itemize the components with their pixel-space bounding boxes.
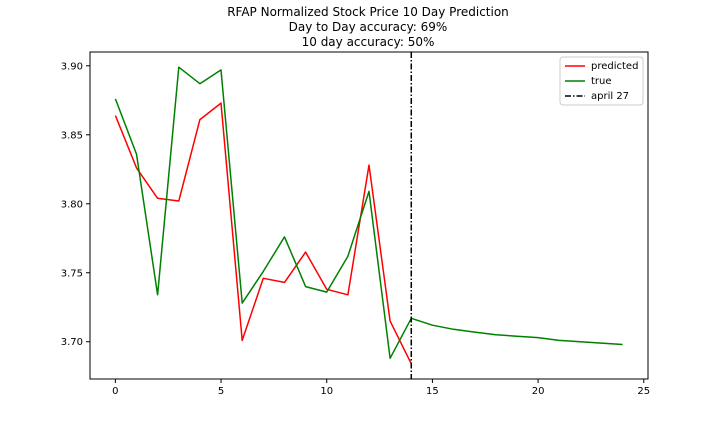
legend-label-true: true [591,76,612,87]
axes: 0 5 10 15 20 25 3.70 3.75 3.80 3.85 3.90 [61,51,650,397]
x-tick-label: 20 [532,386,545,397]
chart-title-line-1: RFAP Normalized Stock Price 10 Day Predi… [227,5,509,19]
legend-label-april-27: april 27 [591,91,629,102]
x-tick-label: 0 [112,386,118,397]
y-tick-label: 3.85 [61,130,83,141]
y-tick-label: 3.90 [61,61,83,72]
y-tick-label: 3.70 [61,337,83,348]
x-tick-label: 25 [637,386,650,397]
x-tick-label: 5 [218,386,224,397]
plot-background [90,52,648,379]
legend: predicted true april 27 [559,56,644,106]
legend-label-predicted: predicted [591,61,638,72]
series-line-predicted [114,102,412,365]
series-line-true [114,66,623,360]
y-tick-label: 3.80 [61,199,83,210]
chart-title-line-2: Day to Day accuracy: 69% [289,20,448,34]
chart-title-line-3: 10 day accuracy: 50% [302,35,435,49]
x-tick-label: 10 [320,386,333,397]
legend-box [559,56,644,106]
y-tick-label: 3.75 [61,268,83,279]
plot-area [90,52,648,379]
x-tick-label: 15 [426,386,439,397]
axes-frame [89,51,649,380]
